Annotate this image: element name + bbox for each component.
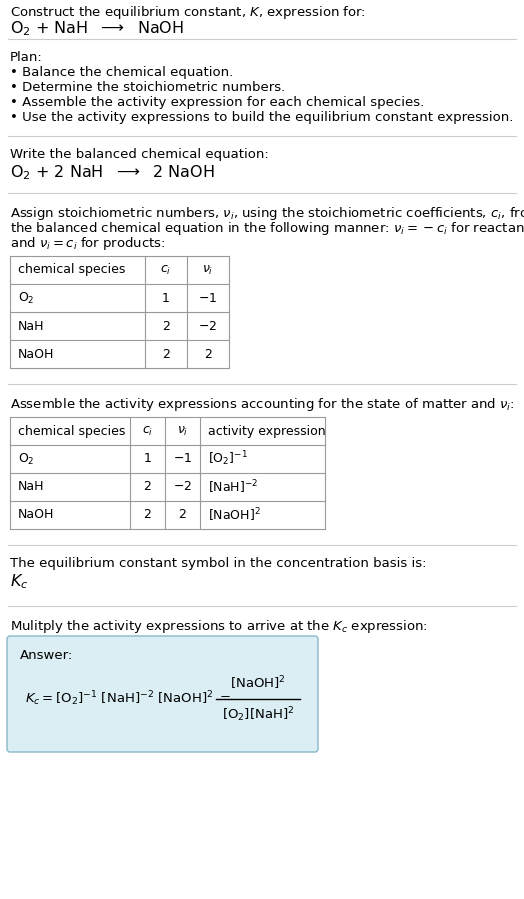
Text: $[\mathrm{NaH}]^{-2}$: $[\mathrm{NaH}]^{-2}$	[208, 478, 258, 495]
Text: Assign stoichiometric numbers, $\nu_i$, using the stoichiometric coefficients, $: Assign stoichiometric numbers, $\nu_i$, …	[10, 205, 524, 222]
Text: Assemble the activity expressions accounting for the state of matter and $\nu_i$: Assemble the activity expressions accoun…	[10, 396, 515, 413]
Text: $\mathrm{O_2}$: $\mathrm{O_2}$	[18, 290, 35, 306]
Text: NaOH: NaOH	[18, 509, 54, 521]
Text: 1: 1	[144, 452, 151, 466]
Text: NaH: NaH	[18, 480, 45, 494]
Text: $[\mathrm{O_2}][\mathrm{NaH}]^2$: $[\mathrm{O_2}][\mathrm{NaH}]^2$	[222, 706, 294, 725]
Text: $c_i$: $c_i$	[160, 263, 172, 277]
Text: $-2$: $-2$	[173, 480, 192, 494]
Text: $-1$: $-1$	[173, 452, 192, 466]
Text: 2: 2	[144, 509, 151, 521]
Text: $\nu_i$: $\nu_i$	[177, 424, 188, 438]
Text: Construct the equilibrium constant, $K$, expression for:: Construct the equilibrium constant, $K$,…	[10, 4, 366, 21]
Text: NaH: NaH	[18, 319, 45, 333]
Text: $\mathrm{O_2}$ + 2 NaH  $\longrightarrow$  2 NaOH: $\mathrm{O_2}$ + 2 NaH $\longrightarrow$…	[10, 163, 215, 182]
Text: • Assemble the activity expression for each chemical species.: • Assemble the activity expression for e…	[10, 96, 424, 109]
Text: Mulitply the activity expressions to arrive at the $K_c$ expression:: Mulitply the activity expressions to arr…	[10, 618, 428, 635]
FancyBboxPatch shape	[7, 636, 318, 752]
Text: • Use the activity expressions to build the equilibrium constant expression.: • Use the activity expressions to build …	[10, 111, 514, 124]
Text: $[\mathrm{NaOH}]^2$: $[\mathrm{NaOH}]^2$	[230, 674, 286, 691]
Text: $K_c$: $K_c$	[10, 572, 28, 591]
Text: activity expression: activity expression	[208, 424, 325, 438]
Text: $[\mathrm{O_2}]^{-1}$: $[\mathrm{O_2}]^{-1}$	[208, 450, 248, 468]
Text: 1: 1	[162, 291, 170, 305]
Text: 2: 2	[162, 348, 170, 360]
Text: the balanced chemical equation in the following manner: $\nu_i = -c_i$ for react: the balanced chemical equation in the fo…	[10, 220, 524, 237]
Text: and $\nu_i = c_i$ for products:: and $\nu_i = c_i$ for products:	[10, 235, 166, 252]
Text: $-1$: $-1$	[199, 291, 217, 305]
Text: $K_c = [\mathrm{O_2}]^{-1}\ [\mathrm{NaH}]^{-2}\ [\mathrm{NaOH}]^{2}\ =$: $K_c = [\mathrm{O_2}]^{-1}\ [\mathrm{NaH…	[25, 690, 232, 708]
Text: $\nu_i$: $\nu_i$	[202, 263, 214, 277]
Text: • Balance the chemical equation.: • Balance the chemical equation.	[10, 66, 233, 79]
Text: Answer:: Answer:	[20, 649, 73, 662]
Text: 2: 2	[204, 348, 212, 360]
Text: $\mathrm{O_2}$: $\mathrm{O_2}$	[18, 451, 35, 467]
Text: $[\mathrm{NaOH}]^{2}$: $[\mathrm{NaOH}]^{2}$	[208, 506, 261, 524]
Text: Write the balanced chemical equation:: Write the balanced chemical equation:	[10, 148, 269, 161]
Text: $-2$: $-2$	[199, 319, 217, 333]
Text: • Determine the stoichiometric numbers.: • Determine the stoichiometric numbers.	[10, 81, 285, 94]
Text: The equilibrium constant symbol in the concentration basis is:: The equilibrium constant symbol in the c…	[10, 557, 427, 570]
Text: 2: 2	[179, 509, 187, 521]
Text: $c_i$: $c_i$	[142, 424, 153, 438]
Text: chemical species: chemical species	[18, 424, 125, 438]
Text: NaOH: NaOH	[18, 348, 54, 360]
Text: chemical species: chemical species	[18, 263, 125, 277]
Text: $\mathrm{O_2}$ + NaH  $\longrightarrow$  NaOH: $\mathrm{O_2}$ + NaH $\longrightarrow$ N…	[10, 19, 184, 38]
Text: Plan:: Plan:	[10, 51, 43, 64]
Text: 2: 2	[162, 319, 170, 333]
Text: 2: 2	[144, 480, 151, 494]
